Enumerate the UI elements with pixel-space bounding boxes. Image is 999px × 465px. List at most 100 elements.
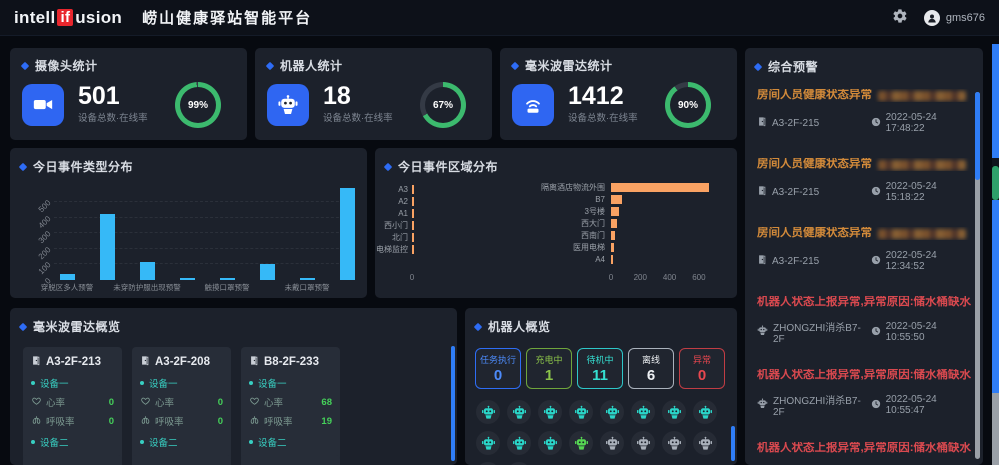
alerts-scrollbar-track[interactable] xyxy=(975,92,980,459)
bar[interactable] xyxy=(299,278,315,280)
alert-item[interactable]: 房间人员健康状态异常 A3-2F-215 2022-05-24 15:18:22 xyxy=(757,158,971,203)
region-bar[interactable] xyxy=(611,195,622,204)
robot-icon-cell[interactable] xyxy=(538,431,562,455)
robot-icon-cell[interactable] xyxy=(693,431,717,455)
alert-item[interactable]: 房间人员健康状态异常 A3-2F-215 2022-05-24 12:34:52 xyxy=(757,227,971,272)
robot-icon-cell[interactable] xyxy=(476,462,500,465)
radar-panel-scrollbar[interactable] xyxy=(451,346,455,461)
x-tick-label: 600 xyxy=(692,273,706,282)
page-scrollbar[interactable] xyxy=(992,44,999,465)
robot-icon-cell[interactable] xyxy=(476,400,500,424)
device-dot-icon xyxy=(31,440,35,444)
page-scrollbar-thumb[interactable] xyxy=(992,166,999,200)
region-bar[interactable] xyxy=(611,183,710,192)
robot-status-chip[interactable]: 待机中 11 xyxy=(577,348,623,389)
bar[interactable] xyxy=(99,214,115,280)
alert-time: 2022-05-24 12:34:52 xyxy=(871,250,971,272)
radar-card[interactable]: A3-2F-213设备一心率0呼吸率0设备二是否跌倒正常 xyxy=(23,347,122,465)
radar-card[interactable]: B8-2F-233设备一心率68呼吸率19设备二是否跌倒正常 xyxy=(241,347,340,465)
robot-icon-cell[interactable] xyxy=(631,400,655,424)
region-bar[interactable] xyxy=(412,185,414,194)
robot-icon-cell[interactable] xyxy=(507,462,531,465)
settings-gear-icon[interactable] xyxy=(892,8,908,27)
title-diamond-icon xyxy=(18,162,28,171)
alert-item[interactable]: 房间人员健康状态异常 A3-2F-215 2022-05-24 17:48:22 xyxy=(757,89,971,134)
door-icon xyxy=(757,185,767,199)
stat-card-title: 摄像头统计 xyxy=(20,57,235,74)
region-bar[interactable] xyxy=(412,209,414,218)
stat-card[interactable]: 摄像头统计 501 设备总数·在线率 99% xyxy=(10,48,247,140)
robot-status-chip[interactable]: 离线 6 xyxy=(628,348,674,389)
metric-label: 心率 xyxy=(46,398,66,409)
radar-card-partial xyxy=(23,455,122,465)
region-bar[interactable] xyxy=(412,233,414,242)
stat-card[interactable]: 机器人统计 18 设备总数·在线率 67% xyxy=(255,48,492,140)
device-two-label: 设备二 xyxy=(31,435,114,449)
bar[interactable] xyxy=(339,187,355,280)
camera-icon xyxy=(22,84,64,126)
radar-card[interactable]: A3-2F-208设备一心率0呼吸率0设备二是否跌倒正常 xyxy=(132,347,231,465)
alert-location-text: ZHONGZHI消杀B7-2F xyxy=(773,323,861,345)
bar[interactable] xyxy=(179,278,195,280)
bar[interactable] xyxy=(59,273,75,280)
device-label-text: 设备一 xyxy=(149,379,178,390)
region-bar[interactable] xyxy=(611,219,618,228)
alert-location-text: ZHONGZHI消杀B7-2F xyxy=(773,396,861,418)
alerts-title: 综合预警 xyxy=(768,60,819,74)
region-bar[interactable] xyxy=(611,207,620,216)
bar[interactable] xyxy=(139,262,155,280)
stat-card-body: 1412 设备总数·在线率 90% xyxy=(512,82,725,128)
region-bar[interactable] xyxy=(412,197,414,206)
robot-status-chip[interactable]: 异常 0 xyxy=(679,348,725,389)
robot-icon-cell[interactable] xyxy=(569,400,593,424)
stat-card-body: 501 设备总数·在线率 99% xyxy=(22,82,235,128)
user-menu[interactable]: gms676 xyxy=(923,9,985,26)
robot-status-count: 1 xyxy=(544,367,554,384)
region-label: 西南门 xyxy=(581,231,605,240)
region-bar[interactable] xyxy=(412,221,414,230)
robot-status-chip[interactable]: 充电中 1 xyxy=(526,348,572,389)
robot-icon-cell[interactable] xyxy=(600,431,624,455)
lungs-icon xyxy=(31,415,42,428)
robot-icon-cell[interactable] xyxy=(569,431,593,455)
region-label: 电梯监控 xyxy=(376,245,408,254)
robot-icon-cell[interactable] xyxy=(507,431,531,455)
alerts-scrollbar-thumb[interactable] xyxy=(975,92,980,180)
robot-status-label: 离线 xyxy=(641,355,660,365)
x-tick-label: 0 xyxy=(409,273,415,282)
region-bar[interactable] xyxy=(611,231,616,240)
brand-logo: intell if usion xyxy=(14,8,122,28)
alert-title: 房间人员健康状态异常 xyxy=(757,158,971,171)
alert-item[interactable]: 机器人状态上报异常,异常原因:储水桶缺水ZHONGZHI消杀B7-2F2022-… xyxy=(757,442,971,465)
region-bar[interactable] xyxy=(611,243,615,252)
title-diamond-icon xyxy=(473,322,483,331)
robot-icon-cell[interactable] xyxy=(476,431,500,455)
redacted-text xyxy=(878,90,966,101)
robot-icon-cell[interactable] xyxy=(693,400,717,424)
region-bar[interactable] xyxy=(611,255,613,264)
metric-row: 心率 0 xyxy=(31,395,114,409)
radar-card-partial xyxy=(132,455,231,465)
stat-card[interactable]: 毫米波雷达统计 1412 设备总数·在线率 90% xyxy=(500,48,737,140)
robot-icon-cell[interactable] xyxy=(507,400,531,424)
region-bar[interactable] xyxy=(412,245,414,254)
stat-label: 设备总数·在线率 xyxy=(568,113,638,125)
page-scrollbar-segment xyxy=(992,200,999,393)
radar-icon xyxy=(512,84,554,126)
robot-icon-cell[interactable] xyxy=(538,400,562,424)
bar[interactable] xyxy=(259,264,275,280)
lungs-icon xyxy=(140,415,151,428)
robot-icon-cell[interactable] xyxy=(631,431,655,455)
robot-status-chip[interactable]: 任务执行 0 xyxy=(475,348,521,389)
bar[interactable] xyxy=(219,278,235,280)
page-scrollbar-segment xyxy=(992,158,999,166)
robot-icon-cell[interactable] xyxy=(662,431,686,455)
clock-icon xyxy=(871,186,881,199)
robot-panel-scrollbar[interactable] xyxy=(731,426,735,461)
alert-location: A3-2F-215 xyxy=(757,116,871,130)
radar-card-list: A3-2F-213设备一心率0呼吸率0设备二是否跌倒正常A3-2F-208设备一… xyxy=(23,347,457,465)
robot-icon-cell[interactable] xyxy=(662,400,686,424)
robot-icon-cell[interactable] xyxy=(600,400,624,424)
